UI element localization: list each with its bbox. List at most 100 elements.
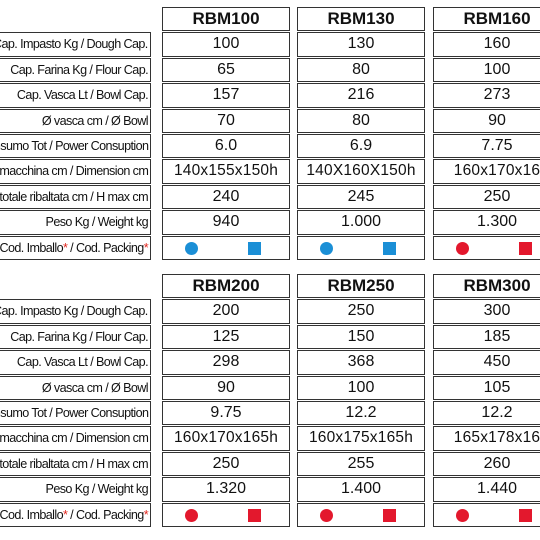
row-label: Peso Kg / Weight kg [0,477,151,502]
power-row: Consumo Tot / Power Consuption 6.0 6.9 7… [0,133,540,159]
model-header: RBM160 [433,7,540,32]
weight-row: Peso Kg / Weight kg 940 1.000 1.300 [0,210,540,235]
table-cell: 6.0 [162,133,290,159]
table-cell: 90 [433,108,540,133]
packing-row: Cod. Imballo* / Cod. Packing* [0,502,540,528]
table-cell: 1.000 [297,210,425,235]
table-cell: 260 [433,451,540,477]
table-cell: 6.9 [297,133,425,159]
model-header: RBM100 [162,7,290,32]
row-label: H totale ribaltata cm / H max cm [0,184,151,210]
model-header: RBM250 [297,274,425,299]
table-cell: 70 [162,108,290,133]
table-cell: 125 [162,324,290,350]
table-cell: 140X160X150h [297,159,425,184]
dough-cap-row: Cap. Impasto Kg / Dough Cap. 200 250 300 [0,299,540,324]
circle-icon [456,241,469,255]
spec-table-1: RBM100 RBM130 RBM160 Cap. Impasto Kg / D… [0,7,540,261]
table-cell: 140x155x150h [162,159,290,184]
square-icon [248,241,261,255]
power-row: Consumo Tot / Power Consuption 9.75 12.2… [0,400,540,426]
table-cell: 250 [162,451,290,477]
header-row: RBM100 RBM130 RBM160 [0,7,540,32]
model-header: RBM300 [433,274,540,299]
table-cell: 65 [162,57,290,83]
circle-icon [185,508,198,522]
weight-row: Peso Kg / Weight kg 1.320 1.400 1.440 [0,477,540,502]
square-icon [519,508,532,522]
row-label: Cod. Imballo* / Cod. Packing* [0,502,151,527]
h-max-row: H totale ribaltata cm / H max cm 240 245… [0,184,540,210]
circle-icon [320,508,333,522]
table-cell: 940 [162,210,290,235]
table-cell: 160 [433,32,540,57]
model-header: RBM200 [162,274,290,299]
table-cell: 250 [433,184,540,210]
table-cell: 9.75 [162,400,290,426]
table-cell: 105 [433,375,540,400]
table-cell: 298 [162,350,290,375]
table-cell: 250 [297,299,425,324]
bowl-diameter-row: Ø vasca cm / Ø Bowl 90 100 105 [0,375,540,401]
table-cell: 368 [297,350,425,375]
packing-cell [162,235,290,260]
packing-cell [297,235,425,260]
circle-icon [185,241,198,255]
table-cell: 245 [297,184,425,210]
dimension-row: Dim. macchina cm / Dimension cm 160x170x… [0,426,540,451]
packing-cell [433,502,540,527]
dough-cap-row: Cap. Impasto Kg / Dough Cap. 100 130 160 [0,32,540,57]
table-cell: 185 [433,324,540,350]
row-label: Peso Kg / Weight kg [0,210,151,235]
square-icon [248,508,261,522]
table-cell: 90 [162,375,290,400]
circle-icon [320,241,333,255]
table-cell: 160x175x165h [297,426,425,451]
packing-cell [433,235,540,260]
table-cell: 130 [297,32,425,57]
spec-table-2: RBM200 RBM250 RBM300 Cap. Impasto Kg / D… [0,274,540,528]
table-cell: 216 [297,83,425,108]
bowl-diameter-row: Ø vasca cm / Ø Bowl 70 80 90 [0,108,540,134]
row-label: Dim. macchina cm / Dimension cm [0,426,151,451]
table-cell: 80 [297,57,425,83]
bowl-cap-row: Cap. Vasca Lt / Bowl Cap. 298 368 450 [0,350,540,375]
table-cell: 1.300 [433,210,540,235]
square-icon [383,241,396,255]
square-icon [383,508,396,522]
row-label: Consumo Tot / Power Consuption [0,133,151,159]
packing-row: Cod. Imballo* / Cod. Packing* [0,235,540,261]
model-header: RBM130 [297,7,425,32]
table-cell: 150 [297,324,425,350]
table-cell: 1.320 [162,477,290,502]
table-cell: 12.2 [433,400,540,426]
table-cell: 200 [162,299,290,324]
row-label: Ø vasca cm / Ø Bowl [0,108,151,133]
header-blank [0,274,151,298]
header-row: RBM200 RBM250 RBM300 [0,274,540,299]
dimension-row: Dim. macchina cm / Dimension cm 140x155x… [0,159,540,184]
row-label: H totale ribaltata cm / H max cm [0,451,151,477]
row-label: Cap. Farina Kg / Flour Cap. [0,57,151,83]
table-cell: 160x170x16 [433,159,540,184]
table-cell: 100 [297,375,425,400]
table-cell: 80 [297,108,425,133]
table-cell: 300 [433,299,540,324]
table-cell: 7.75 [433,133,540,159]
circle-icon [456,508,469,522]
h-max-row: H totale ribaltata cm / H max cm 250 255… [0,451,540,477]
square-icon [519,241,532,255]
row-label: Consumo Tot / Power Consuption [0,400,151,426]
row-label: Cap. Vasca Lt / Bowl Cap. [0,83,151,108]
packing-cell [162,502,290,527]
table-cell: 165x178x16 [433,426,540,451]
row-label: Cap. Impasto Kg / Dough Cap. [0,32,151,57]
row-label: Dim. macchina cm / Dimension cm [0,159,151,184]
table-cell: 240 [162,184,290,210]
table-cell: 157 [162,83,290,108]
table-cell: 255 [297,451,425,477]
table-cell: 1.440 [433,477,540,502]
row-label: Cod. Imballo* / Cod. Packing* [0,235,151,260]
table-cell: 100 [433,57,540,83]
table-cell: 100 [162,32,290,57]
